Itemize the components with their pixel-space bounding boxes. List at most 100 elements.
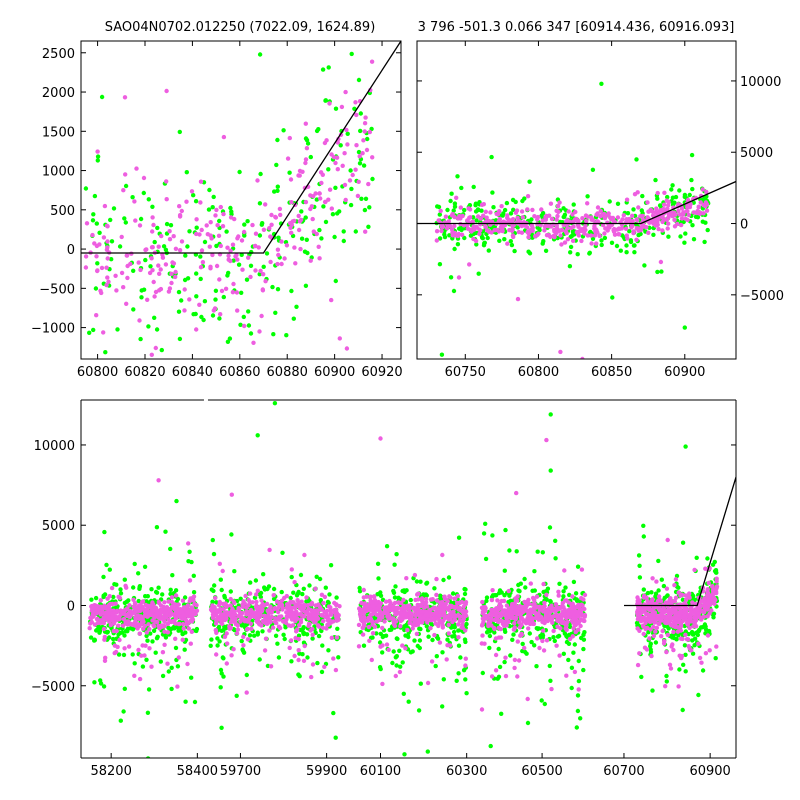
data-point: [194, 327, 199, 332]
data-point: [267, 628, 272, 633]
data-point: [329, 635, 334, 640]
data-point: [434, 576, 439, 582]
data-point: [361, 138, 366, 143]
data-point: [137, 318, 142, 323]
data-point: [465, 226, 471, 231]
data-point: [219, 587, 224, 593]
data-point: [443, 602, 448, 607]
data-point: [108, 217, 113, 223]
data-point: [91, 212, 96, 217]
data-point: [335, 140, 340, 145]
data-point: [488, 612, 493, 617]
data-point: [407, 620, 413, 625]
x-tick-label: 60900: [314, 365, 355, 380]
data-point: [378, 593, 384, 598]
data-point: [510, 227, 515, 232]
data-point: [383, 599, 389, 604]
data-point: [518, 581, 523, 586]
data-point: [218, 243, 223, 249]
data-point: [682, 643, 688, 648]
data-point: [158, 267, 163, 272]
data-point: [229, 653, 234, 658]
data-point: [519, 209, 525, 214]
data-point: [297, 623, 302, 628]
data-point: [689, 629, 695, 635]
data-point: [210, 599, 215, 604]
data-point: [493, 611, 498, 616]
data-point: [95, 268, 100, 273]
data-point: [102, 529, 107, 535]
data-point: [320, 67, 326, 72]
data-point: [218, 685, 223, 690]
data-point: [342, 182, 348, 188]
data-point: [425, 616, 430, 622]
data-point: [329, 206, 334, 211]
data-point: [502, 568, 507, 573]
data-point: [524, 603, 529, 609]
data-point: [505, 215, 510, 221]
data-point: [95, 604, 101, 609]
data-point: [414, 631, 420, 637]
data-point: [623, 226, 629, 231]
data-point: [515, 220, 520, 225]
data-point: [602, 231, 607, 236]
data-point: [511, 207, 516, 212]
data-point: [360, 609, 366, 615]
data-point: [187, 549, 192, 554]
data-point: [141, 190, 146, 196]
data-point: [142, 564, 148, 569]
data-point: [179, 239, 185, 244]
data-point: [253, 604, 259, 610]
data-point: [215, 615, 221, 620]
data-point: [215, 223, 220, 228]
data-point: [394, 636, 399, 641]
data-point: [378, 590, 383, 595]
data-point: [269, 614, 274, 620]
data-point: [666, 234, 671, 239]
data-point: [289, 617, 295, 622]
data-point: [685, 217, 690, 223]
data-point: [122, 95, 128, 100]
data-point: [165, 621, 171, 627]
data-point: [449, 191, 454, 196]
data-point: [497, 590, 502, 596]
data-point: [354, 143, 359, 148]
data-point: [253, 578, 259, 583]
y-tick-label: −5000: [740, 289, 784, 304]
data-point: [249, 626, 254, 631]
data-point: [500, 213, 505, 218]
data-point: [432, 586, 437, 591]
data-point: [340, 163, 345, 168]
data-point: [258, 268, 263, 274]
data-point: [198, 200, 203, 205]
data-point: [541, 581, 546, 587]
data-point: [323, 585, 328, 590]
data-point: [493, 636, 499, 641]
data-point: [417, 638, 423, 643]
data-point: [308, 258, 313, 263]
data-point: [558, 233, 563, 238]
data-point: [248, 274, 253, 280]
data-point: [698, 200, 703, 205]
data-point: [624, 197, 630, 202]
data-point: [333, 278, 338, 284]
data-point: [670, 195, 676, 200]
data-point: [136, 647, 141, 653]
data-point: [377, 665, 383, 670]
data-point: [648, 647, 653, 652]
data-point: [101, 626, 107, 632]
data-point: [163, 262, 169, 267]
data-point: [150, 204, 155, 209]
data-point: [574, 216, 579, 222]
data-point: [704, 208, 710, 213]
data-point: [314, 231, 319, 237]
data-point: [690, 186, 695, 192]
data-point: [702, 195, 707, 201]
data-point: [549, 607, 554, 612]
data-point: [665, 226, 670, 231]
data-point: [165, 661, 170, 666]
y-tick-label: 1500: [42, 125, 75, 140]
data-point: [499, 711, 504, 716]
data-point: [156, 244, 161, 249]
data-point: [441, 577, 446, 583]
